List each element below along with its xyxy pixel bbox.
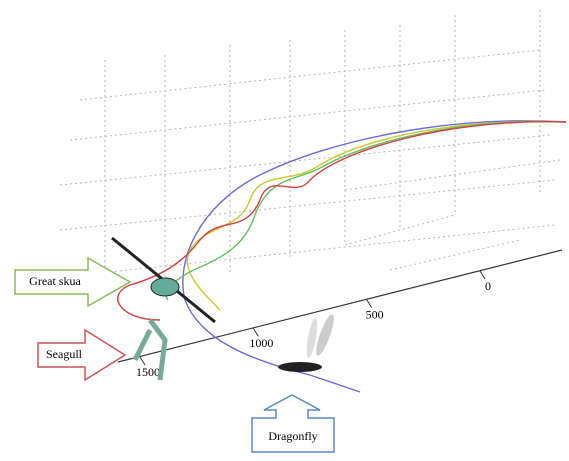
great-skua-path — [166, 122, 566, 300]
figure: 0 500 1000 1500 Great skua Seagull Dragonfl… — [0, 0, 569, 461]
tick-label: 500 — [366, 307, 384, 321]
seagull-path — [118, 122, 566, 320]
dragonfly-path — [183, 121, 566, 392]
bird-sketch — [112, 238, 215, 380]
callout-label: Dragonfly — [268, 429, 317, 443]
callout-label: Great skua — [29, 274, 81, 288]
path-yellow — [187, 122, 566, 310]
tick-label: 1000 — [249, 336, 273, 350]
dragonfly-sketch — [278, 313, 337, 372]
callout-arrow — [252, 395, 334, 452]
tick-label: 0 — [485, 279, 491, 293]
tick-label: 1500 — [136, 365, 160, 379]
callout-label: Seagull — [46, 347, 83, 361]
